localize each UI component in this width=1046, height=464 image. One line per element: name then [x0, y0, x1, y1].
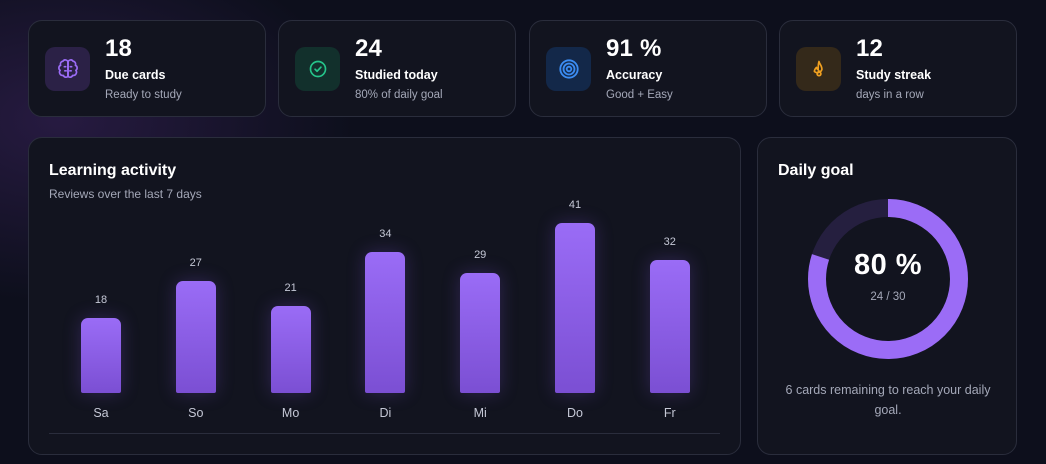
- bar-value-mi: 29: [474, 248, 487, 261]
- study-streak-label: Study streak: [856, 68, 932, 82]
- bar-label-do: Do: [567, 406, 583, 420]
- daily-goal-card: Daily goal 80 % 24 / 30 6 cards remainin…: [757, 137, 1017, 455]
- bar-label-mo: Mo: [281, 406, 300, 420]
- bar-fr: [649, 260, 690, 393]
- study-streak-value: 12: [856, 35, 884, 62]
- accuracy-value: 91 %: [606, 35, 662, 62]
- goal-fraction: 24 / 30: [870, 291, 906, 303]
- learning-activity-subtitle: Reviews over the last 7 days: [49, 187, 202, 201]
- due-cards-icon-box: [45, 47, 90, 91]
- daily-goal-title: Daily goal: [778, 162, 854, 179]
- brain-icon: [57, 59, 78, 79]
- flame-icon: [813, 60, 823, 77]
- accuracy-icon-box: [546, 47, 591, 91]
- bar-value-fr: 32: [663, 236, 676, 249]
- bar-label-so: So: [188, 406, 204, 420]
- bar-value-di: 34: [379, 228, 392, 241]
- bar-value-so: 27: [189, 257, 202, 270]
- goal-progress-ring: [808, 199, 968, 359]
- study-streak-icon-box: [796, 47, 841, 91]
- chart-baseline: [49, 433, 720, 434]
- accuracy-label: Accuracy: [606, 68, 663, 82]
- due-cards-label: Due cards: [105, 68, 166, 82]
- bar-mi: [460, 272, 501, 393]
- goal-ring-fill: [808, 199, 968, 359]
- study-streak-subtext: days in a row: [856, 89, 924, 101]
- studied-today-subtext: 80% of daily goal: [355, 89, 443, 101]
- bar-do: [555, 223, 595, 393]
- due-cards-value: 18: [105, 35, 133, 62]
- bar-mo: [270, 305, 311, 393]
- bar-label-mi: Mi: [473, 406, 487, 420]
- bar-label-di: Di: [379, 406, 392, 420]
- stat-card-due-cards: 18 Due cards Ready to study: [28, 20, 266, 117]
- goal-remaining-note: 6 cards remaining to reach your daily go…: [785, 383, 991, 417]
- bar-label-sa: Sa: [93, 406, 109, 420]
- learning-activity-title: Learning activity: [49, 162, 177, 179]
- bar-label-fr: Fr: [663, 406, 676, 420]
- bar-di: [365, 252, 406, 393]
- studied-today-value: 24: [355, 35, 383, 62]
- stat-card-studied-today: 24 Studied today 80% of daily goal: [278, 20, 516, 117]
- accuracy-subtext: Good + Easy: [606, 89, 673, 101]
- target-icon: [558, 59, 579, 79]
- due-cards-subtext: Ready to study: [105, 89, 182, 101]
- studied-today-label: Studied today: [355, 68, 438, 82]
- bar-sa: [81, 318, 121, 393]
- studied-today-icon-box: [295, 47, 340, 91]
- stat-card-accuracy: 91 % Accuracy Good + Easy: [529, 20, 767, 117]
- stat-card-study-streak: 12 Study streak days in a row: [779, 20, 1017, 117]
- bar-value-mo: 21: [284, 281, 297, 294]
- bar-value-sa: 18: [94, 294, 108, 307]
- bar-value-do: 41: [568, 199, 582, 211]
- bar-so: [175, 281, 216, 393]
- check-circle-icon: [309, 60, 326, 78]
- learning-activity-card: Learning activity Reviews over the last …: [28, 137, 741, 455]
- goal-percent: 80 %: [853, 249, 923, 281]
